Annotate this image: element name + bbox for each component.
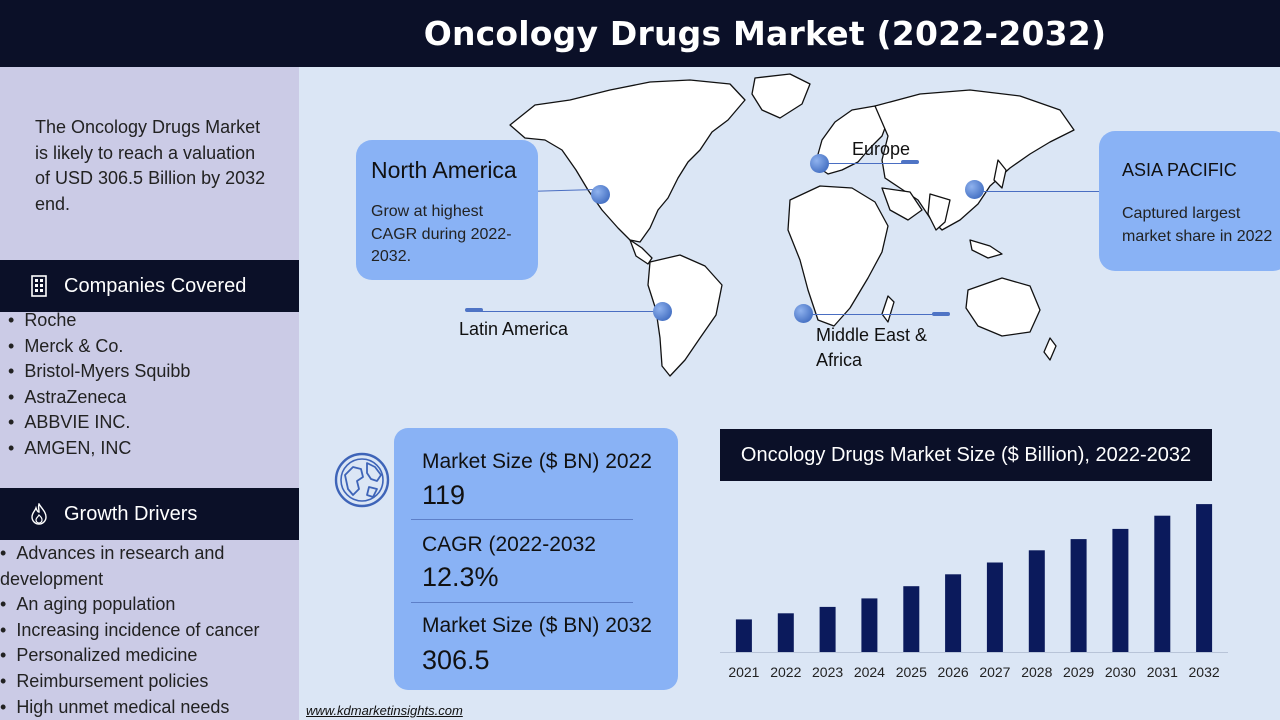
company-item: Merck & Co. <box>8 334 190 360</box>
bar-2032 <box>1196 504 1213 652</box>
bar-2025 <box>903 586 920 652</box>
chart-title: Oncology Drugs Market Size ($ Billion), … <box>720 429 1212 481</box>
x-tick-label: 2023 <box>812 664 843 680</box>
mea-tick <box>932 312 950 316</box>
north-america-title: North America <box>371 157 517 183</box>
asia-pacific-marker <box>965 180 984 199</box>
bar-2026 <box>945 574 962 652</box>
companies-title: Companies Covered <box>64 274 247 297</box>
stat-2022-value: 119 <box>422 480 466 510</box>
header-bar: Oncology Drugs Market (2022-2032) <box>0 0 1280 67</box>
stat-cagr-label: CAGR (2022-2032 <box>422 533 596 556</box>
drivers-title: Growth Drivers <box>64 502 198 525</box>
mea-label: Middle East & Africa <box>816 325 928 370</box>
company-item: AMGEN, INC <box>8 436 190 462</box>
europe-connector <box>820 163 916 164</box>
companies-header: Companies Covered <box>0 260 299 312</box>
bar-2028 <box>1028 550 1045 652</box>
latin-america-label: Latin America <box>459 319 569 339</box>
asia-pacific-title: ASIA PACIFIC <box>1122 160 1237 180</box>
latin-america-connector <box>468 311 662 312</box>
bar-2022 <box>777 613 794 652</box>
europe-tick <box>901 160 919 164</box>
building-icon <box>28 275 50 297</box>
x-tick-label: 2026 <box>938 664 969 680</box>
company-item: Roche <box>8 308 190 334</box>
bar-2021 <box>735 619 752 652</box>
bar-chart: 2021 2022 2023 2024 2025 2026 2027 2028 2029 2030… <box>720 504 1228 680</box>
x-tick-label: 2031 <box>1147 664 1178 680</box>
x-tick-label: 2030 <box>1105 664 1136 680</box>
intro-text: The Oncology Drugs Market is likely to r… <box>35 117 266 214</box>
europe-marker <box>810 154 829 173</box>
asia-pacific-text: Captured largest market share in 2022 <box>1122 205 1273 245</box>
bar-2030 <box>1112 528 1129 652</box>
growth-driver-item: High unmet medical needs <box>0 695 290 720</box>
x-tick-label: 2022 <box>770 664 801 680</box>
x-tick-label: 2029 <box>1063 664 1094 680</box>
website-link[interactable]: www.kdmarketinsights.com <box>306 703 463 718</box>
flame-icon <box>28 503 50 525</box>
bar-2027 <box>986 562 1003 652</box>
growth-driver-item: Increasing incidence of cancer <box>0 618 290 644</box>
x-tick-label: 2032 <box>1189 664 1220 680</box>
mea-marker <box>794 304 813 323</box>
stat-divider <box>411 519 633 520</box>
mea-connector <box>803 314 948 315</box>
company-item: AstraZeneca <box>8 385 190 411</box>
growth-driver-item: An aging population <box>0 592 290 618</box>
growth-driver-item: Advances in research and development <box>0 541 290 592</box>
stat-divider <box>411 602 633 603</box>
sidebar: The Oncology Drugs Market is likely to r… <box>0 67 299 720</box>
growth-driver-item: Personalized medicine <box>0 643 290 669</box>
x-tick-label: 2021 <box>728 664 759 680</box>
x-tick-label: 2028 <box>1021 664 1052 680</box>
world-map <box>509 73 1075 377</box>
x-tick-label: 2025 <box>896 664 927 680</box>
company-item: Bristol-Myers Squibb <box>8 359 190 385</box>
drivers-header: Growth Drivers <box>0 488 299 540</box>
x-tick-label: 2027 <box>979 664 1010 680</box>
stat-2032-value: 306.5 <box>422 645 490 675</box>
growth-driver-item: Reimbursement policies <box>0 669 290 695</box>
latin-america-tick <box>465 308 483 312</box>
north-america-text: Grow at highest CAGR during 2022-2032. <box>371 203 512 265</box>
companies-list: RocheMerck & Co.Bristol-Myers SquibbAstr… <box>8 308 190 462</box>
europe-label: Europe <box>852 139 911 159</box>
stat-cagr-value: 12.3% <box>422 562 499 592</box>
globe-icon <box>334 452 390 508</box>
bar-2024 <box>861 598 878 652</box>
north-america-marker <box>591 185 610 204</box>
stat-2022-label: Market Size ($ BN) 2022 <box>422 450 652 473</box>
page-title: Oncology Drugs Market (2022-2032) <box>423 14 1107 53</box>
asia-pacific-callout: ASIA PACIFIC Captured largest market sha… <box>1099 131 1280 271</box>
north-america-callout: North America Grow at highest CAGR durin… <box>356 140 538 280</box>
asia-pacific-connector <box>975 191 1159 192</box>
bar-2023 <box>819 606 836 652</box>
x-tick-label: 2024 <box>854 664 885 680</box>
stat-2032-label: Market Size ($ BN) 2032 <box>422 614 652 637</box>
stats-box: Market Size ($ BN) 2022 119 CAGR (2022-2… <box>394 428 678 690</box>
drivers-list: Advances in research and developmentAn a… <box>0 541 290 720</box>
latin-america-marker <box>653 302 672 321</box>
bar-2031 <box>1154 515 1171 652</box>
company-item: ABBVIE INC. <box>8 410 190 436</box>
bar-2029 <box>1070 539 1087 652</box>
